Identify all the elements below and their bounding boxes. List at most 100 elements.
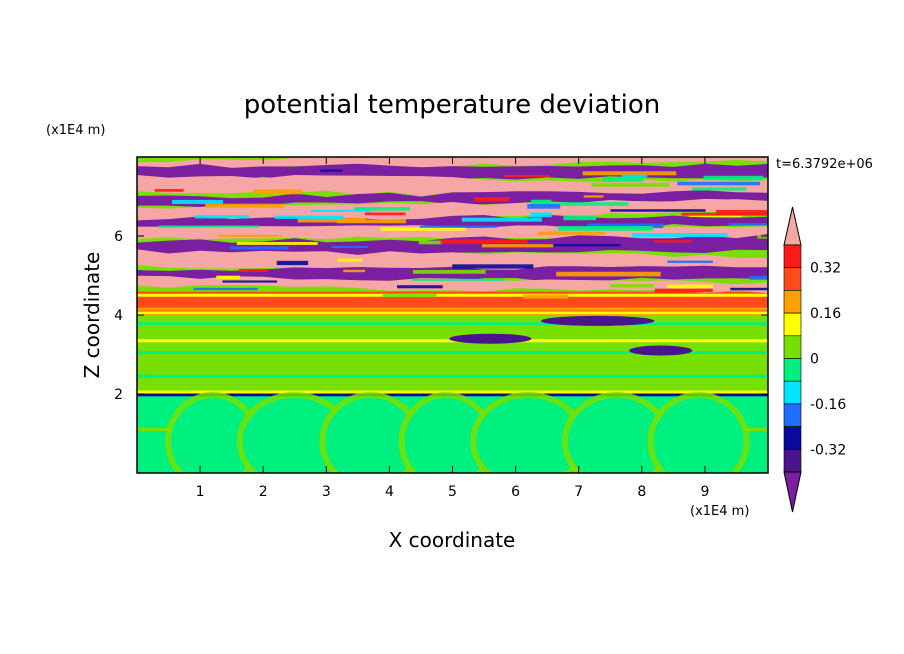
field-filament (336, 219, 407, 224)
y-axis: 2 4 6 (114, 229, 768, 403)
x-tick-label: 2 (259, 484, 268, 500)
colorbar-box (783, 244, 802, 269)
field-filament (654, 288, 713, 293)
field-layer-line (137, 339, 768, 343)
field-stratum (137, 157, 768, 172)
field-filament (653, 240, 692, 243)
field-plume (567, 397, 666, 473)
field-intrusion (449, 333, 532, 344)
colorbar-box (783, 335, 802, 359)
x-tick-label: 3 (322, 484, 331, 500)
colorbar-box (783, 426, 802, 450)
field-filament (253, 189, 302, 195)
field-filament (523, 294, 569, 299)
field-filament (353, 207, 411, 211)
field-filament (411, 278, 505, 281)
field-intrusion (629, 345, 693, 356)
field-filament (461, 217, 542, 222)
colorbar-box (783, 290, 802, 314)
field-filament (530, 202, 629, 206)
x-axis-label: X coordinate (389, 528, 516, 552)
field-filament (703, 175, 764, 181)
field-plume (171, 397, 255, 473)
field-filament (331, 245, 368, 248)
x-axis: 1 2 3 4 5 6 7 8 9 (196, 157, 709, 500)
field-filament (583, 195, 604, 198)
field-filament (440, 239, 528, 244)
colorbar-label: 0.16 (810, 306, 841, 322)
field-filament (537, 231, 605, 235)
field-layer-line (137, 364, 768, 368)
field-filament (194, 215, 250, 219)
field-filament (229, 246, 289, 250)
field-filament (621, 174, 648, 178)
field-filament (205, 203, 285, 208)
x-tick-label: 5 (448, 484, 457, 500)
field-filament (452, 264, 534, 269)
y-tick-label: 6 (114, 229, 123, 245)
field-plume (476, 397, 581, 473)
field-filament (587, 223, 664, 229)
field-filament (591, 182, 670, 187)
field-filament (297, 217, 366, 223)
field-filament (274, 215, 344, 219)
colorbar-box (783, 267, 802, 291)
field-filament (632, 233, 728, 238)
field-filament (154, 188, 184, 192)
field-filament (158, 225, 260, 228)
field-filament (380, 227, 466, 231)
field-filament (749, 275, 768, 280)
y-axis-label: Z coordinate (80, 252, 104, 379)
field-stratum (137, 275, 768, 294)
field-filament (382, 293, 437, 297)
field-filament (419, 225, 497, 228)
field-filament (677, 181, 761, 186)
colorbar-label: -0.16 (810, 397, 846, 413)
field-intrusion (540, 315, 655, 326)
field-filament (482, 244, 554, 248)
field-layer-line (137, 390, 768, 394)
field-filament (412, 270, 486, 274)
field-filament (691, 187, 747, 191)
field-filament (556, 271, 661, 277)
field-filament (343, 269, 366, 273)
field-filament (715, 209, 768, 215)
field-layer-line (137, 311, 768, 315)
field-filament (582, 171, 677, 176)
colorbar-box (783, 312, 802, 337)
field-layer-line (137, 322, 768, 326)
field-filament (193, 287, 258, 291)
colorbar: 0.32 0.16 0 -0.16 -0.32 (783, 206, 846, 513)
field-layer-line (137, 299, 768, 303)
field-layer-line (137, 331, 768, 335)
field-layer-line (137, 307, 768, 311)
colorbar-label: -0.32 (810, 442, 846, 458)
field-filament (667, 260, 713, 263)
field-filament (236, 242, 318, 245)
x-tick-label: 4 (385, 484, 394, 500)
field-filament (238, 268, 269, 272)
x-tick-label: 6 (511, 484, 520, 500)
field-plume (404, 397, 488, 473)
field-filament (474, 197, 510, 202)
field-filament (222, 280, 278, 283)
colorbar-extend-top (783, 206, 802, 246)
colorbar-extend-bottom (783, 471, 802, 513)
x-tick-label: 9 (700, 484, 709, 500)
heatmap-field (137, 157, 768, 473)
field-filament (729, 223, 768, 226)
field-filament (337, 258, 363, 262)
field-filament (667, 284, 714, 289)
colorbar-box (783, 448, 802, 473)
field-filament (418, 240, 442, 245)
field-filament (531, 199, 552, 205)
time-label: t=6.3792e+06 (776, 157, 873, 172)
y-tick-label: 2 (114, 387, 123, 403)
field-filament (216, 275, 240, 280)
field-filament (310, 209, 371, 212)
field-filament (530, 212, 552, 218)
field-plume (653, 397, 744, 473)
field-filament (218, 234, 282, 237)
colorbar-box (783, 403, 802, 427)
